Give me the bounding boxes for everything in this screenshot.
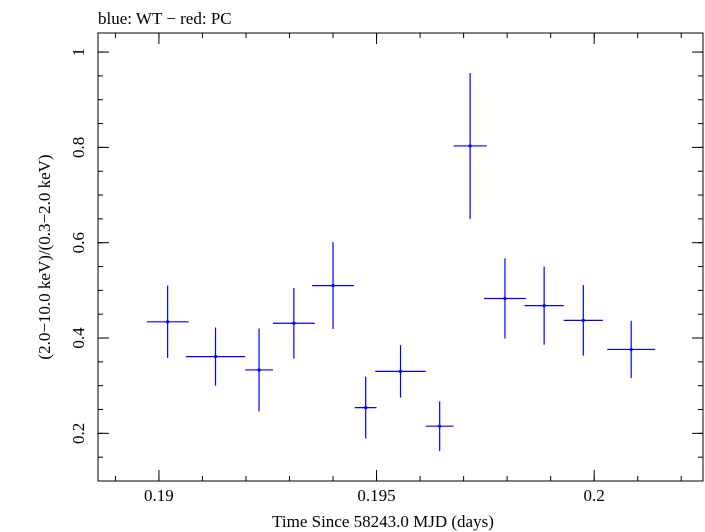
data-marker — [166, 320, 170, 324]
data-point — [185, 327, 246, 386]
data-marker — [629, 347, 633, 352]
data-marker — [257, 368, 261, 372]
data-marker — [503, 296, 507, 301]
data-point — [146, 285, 189, 359]
data-point — [354, 376, 377, 439]
data-point — [524, 266, 564, 345]
data-marker — [213, 355, 218, 359]
data-marker — [331, 283, 335, 288]
data-point — [272, 287, 315, 359]
x-tick-label: 0.2 — [584, 486, 605, 505]
x-tick-label: 0.195 — [357, 486, 395, 505]
data-point — [607, 320, 656, 379]
data-marker — [542, 304, 546, 308]
data-point — [425, 401, 454, 451]
data-marker — [398, 369, 403, 373]
data-marker — [292, 321, 296, 325]
data-point — [312, 242, 354, 329]
x-tick-label: 0.19 — [144, 486, 174, 505]
y-axis: 0.2 0.4 0.6 0.8 1 — [69, 48, 703, 482]
data-point — [375, 345, 426, 398]
y-axis-label: (2.0−10.0 keV)/(0.3−2.0 keV) — [35, 154, 54, 359]
data-point — [484, 258, 526, 339]
y-tick-label: 0.6 — [69, 232, 88, 253]
data-point — [453, 73, 487, 219]
data-marker — [468, 144, 472, 148]
data-marker — [438, 424, 442, 428]
data-marker — [581, 318, 585, 322]
y-tick-label: 0.8 — [69, 137, 88, 158]
data-point — [563, 285, 603, 356]
data-series — [146, 73, 656, 451]
x-axis-label: Time Since 58243.0 MJD (days) — [272, 512, 494, 531]
chart-title: blue: WT − red: PC — [98, 9, 232, 28]
y-tick-label: 0.2 — [69, 423, 88, 444]
plot-frame — [97, 32, 704, 482]
y-tick-label: 1 — [69, 48, 88, 57]
x-axis: 0.19 0.195 0.2 — [114, 33, 682, 505]
y-tick-label: 0.4 — [69, 327, 88, 349]
data-marker — [364, 406, 368, 410]
data-point — [245, 328, 273, 412]
